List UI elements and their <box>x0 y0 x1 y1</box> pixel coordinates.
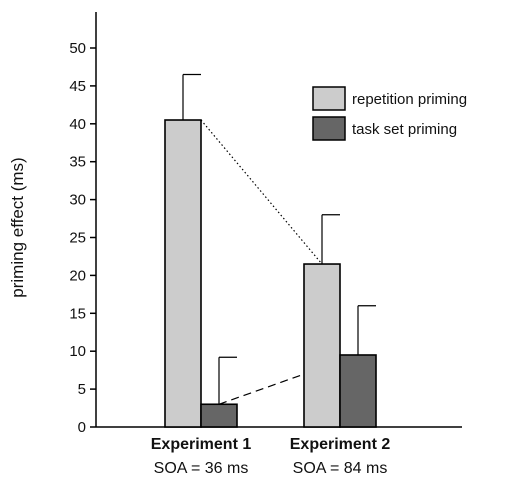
y-tick-label: 45 <box>69 78 86 95</box>
connector-line <box>200 119 323 265</box>
y-tick-label: 30 <box>69 192 86 209</box>
legend: repetition priming task set priming <box>312 86 467 141</box>
y-tick-label: 40 <box>69 116 86 133</box>
y-tick-label: 35 <box>69 154 86 171</box>
y-ticks: 0 5 10 15 20 25 30 35 40 45 50 <box>69 40 96 436</box>
error-bars <box>182 73 376 405</box>
legend-label: task set priming <box>352 121 457 138</box>
legend-swatch <box>312 86 346 111</box>
group-sublabel: SOA = 36 ms <box>154 460 249 477</box>
y-tick-label: 10 <box>69 343 86 360</box>
group-sublabel: SOA = 84 ms <box>293 460 388 477</box>
group-label: Experiment 1 <box>151 436 252 453</box>
axes <box>95 12 462 428</box>
y-tick-label: 0 <box>78 419 86 436</box>
bar <box>339 354 377 428</box>
y-axis-title: priming effect (ms) <box>8 157 27 297</box>
bar <box>200 403 238 428</box>
y-tick-label: 50 <box>69 40 86 57</box>
bar <box>164 119 202 428</box>
y-tick-label: 20 <box>69 267 86 284</box>
legend-label: repetition priming <box>352 91 467 108</box>
y-tick-label: 5 <box>78 381 86 398</box>
group-labels: Experiment 1 SOA = 36 ms Experiment 2 SOA =… <box>151 436 391 477</box>
y-tick-label: 15 <box>69 305 86 322</box>
y-tick-label: 25 <box>69 230 86 247</box>
bars <box>164 119 377 428</box>
group-label: Experiment 2 <box>290 436 391 453</box>
legend-swatch <box>312 116 346 141</box>
bar <box>303 263 341 428</box>
